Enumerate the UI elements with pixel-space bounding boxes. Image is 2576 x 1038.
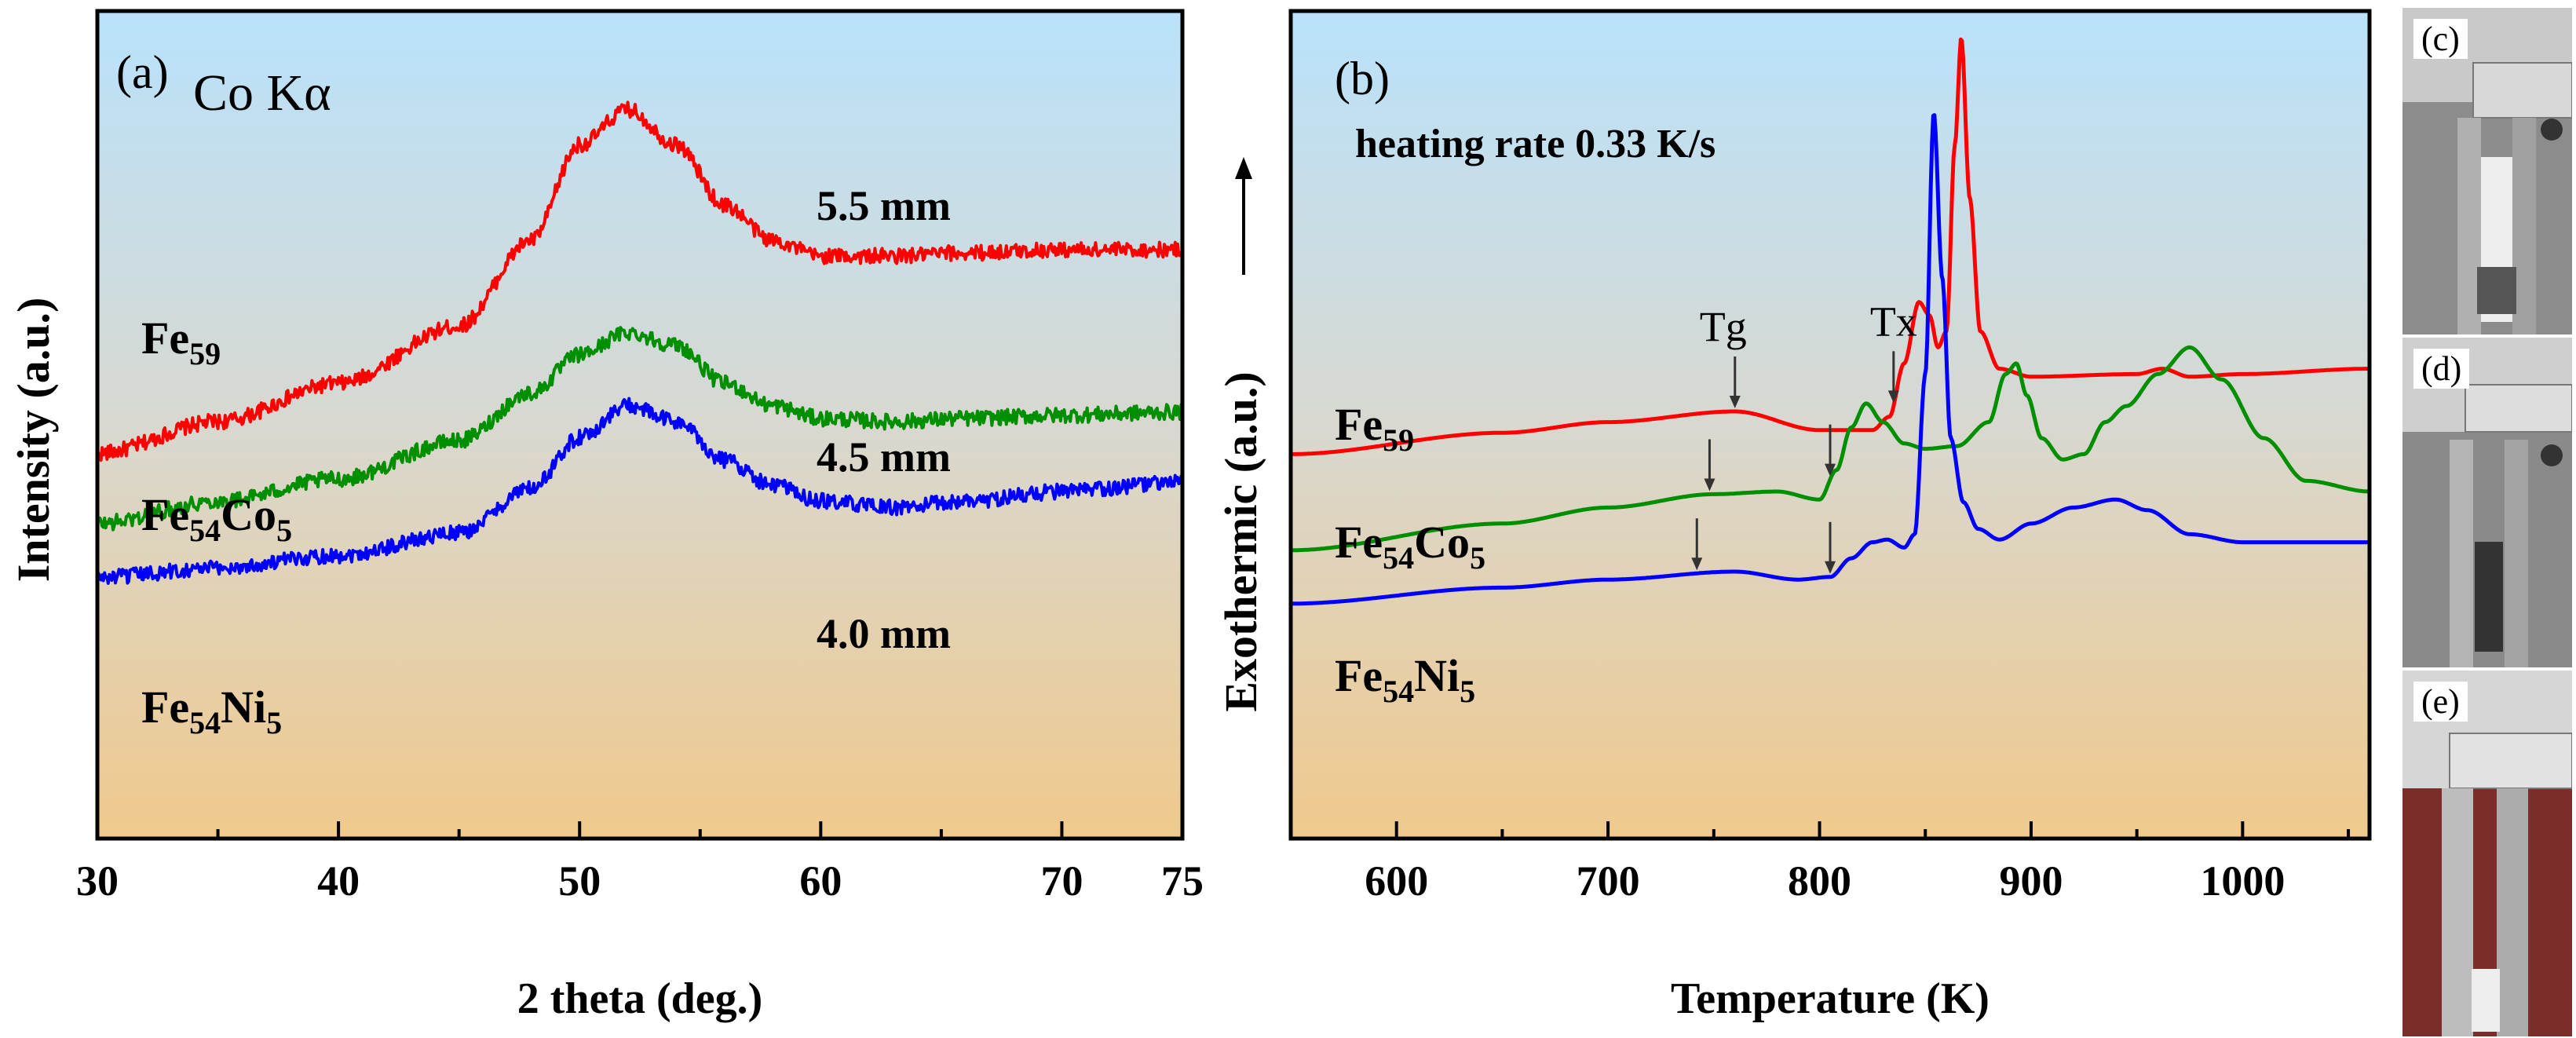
caliper-photo-d bbox=[2402, 338, 2572, 667]
series-line-fe54co5 bbox=[97, 326, 1182, 532]
x-tick-label: 50 bbox=[558, 857, 601, 905]
caliper-photo-c bbox=[2402, 8, 2572, 334]
panel-a-annotation: Co Kα bbox=[193, 64, 331, 122]
photo-c: (c) bbox=[2401, 6, 2574, 336]
tg-arrowhead bbox=[1691, 557, 1703, 571]
series-label: Fe54Ni5 bbox=[1335, 650, 1475, 709]
panel-a-ylabel: Intensity (a.u.) bbox=[8, 298, 59, 583]
panel-b-xlabel: Temperature (K) bbox=[1671, 974, 1990, 1023]
panel-b-label: (b) bbox=[1335, 53, 1390, 104]
x-tick-label: 75 bbox=[1161, 857, 1204, 905]
thickness-label: 5.5 mm bbox=[817, 182, 951, 229]
panel-b-frame bbox=[1288, 9, 2372, 841]
panel-a-xlabel: 2 theta (deg.) bbox=[517, 974, 763, 1023]
series-line-fe54ni5 bbox=[1291, 113, 2370, 606]
photo-d-label: (d) bbox=[2413, 349, 2470, 389]
x-tick-label: 900 bbox=[1999, 857, 2063, 905]
x-tick-label: 70 bbox=[1040, 857, 1083, 905]
tg-arrowhead bbox=[1729, 396, 1741, 408]
caliper-photo-e bbox=[2402, 671, 2572, 1036]
x-tick-label: 40 bbox=[317, 857, 360, 905]
series-label: Fe54Co5 bbox=[141, 489, 292, 548]
thickness-label: 4.5 mm bbox=[817, 433, 951, 481]
photo-c-label: (c) bbox=[2413, 19, 2468, 59]
panel-a-xrd: 30 40 50 60 70 75 Fe59 5.5 mm Fe54Co5 4.5 mm Fe54… bbox=[8, 9, 1204, 1023]
series-label: Fe54Co5 bbox=[1335, 517, 1485, 576]
x-tick-label: 60 bbox=[799, 857, 842, 905]
x-tick-label: 1000 bbox=[2200, 857, 2285, 905]
x-tick-label: 30 bbox=[76, 857, 119, 905]
series-line-fe54ni5 bbox=[97, 397, 1182, 585]
series-label: Fe54Ni5 bbox=[141, 682, 282, 740]
x-tick-label: 700 bbox=[1577, 857, 1640, 905]
photo-d: (d) bbox=[2401, 336, 2574, 669]
x-tick-label: 600 bbox=[1365, 857, 1428, 905]
series-line-fe54co5 bbox=[1291, 345, 2370, 553]
tx-label: Tx bbox=[1870, 298, 1917, 345]
series-line-fe59 bbox=[97, 101, 1182, 462]
series-label: Fe59 bbox=[1335, 399, 1414, 458]
tx-arrowhead bbox=[1825, 561, 1836, 574]
tx-arrowhead bbox=[1887, 390, 1899, 404]
tx-arrowhead bbox=[1825, 463, 1836, 477]
x-tick-label: 800 bbox=[1788, 857, 1851, 905]
tg-arrowhead bbox=[1704, 478, 1716, 492]
panel-b-annotation: heating rate 0.33 K/s bbox=[1355, 122, 1716, 166]
photo-e: (e) bbox=[2401, 669, 2574, 1038]
panel-a-label: (a) bbox=[116, 46, 169, 98]
thickness-label: 4.0 mm bbox=[817, 610, 951, 657]
panel-a-frame bbox=[95, 9, 1185, 841]
series-label: Fe59 bbox=[141, 312, 221, 371]
panel-b-ylabel-arrow bbox=[1235, 157, 1252, 275]
photo-e-label: (e) bbox=[2413, 682, 2468, 722]
panel-b-dsc: 600 700 800 900 1000 Fe59 Fe54Co5 Fe54Ni5 Tg Tx… bbox=[1215, 9, 2372, 1023]
tg-label: Tg bbox=[1700, 303, 1747, 350]
panel-b-ylabel: Exothermic (a.u.) bbox=[1215, 371, 1266, 711]
